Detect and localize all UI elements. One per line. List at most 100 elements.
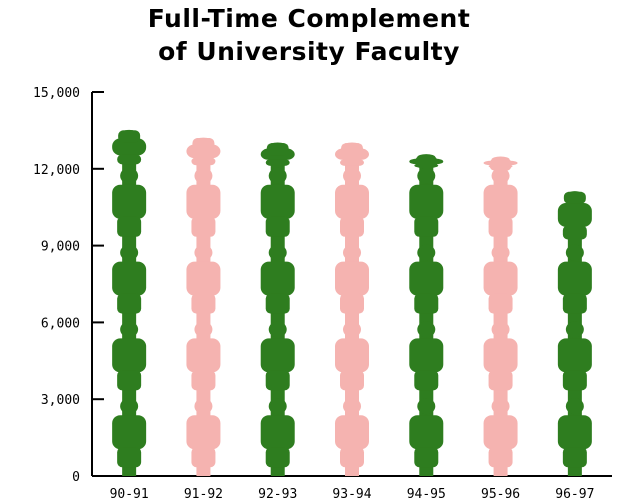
x-tick-labels: 90-91 91-92 92-93 93-94 94-95 95-96 96-97 — [110, 487, 595, 502]
figure-torso — [112, 415, 147, 450]
bar-cap — [118, 130, 141, 143]
figure-legs — [488, 370, 513, 391]
figure-torso — [335, 184, 369, 219]
y-tick-label: 9,000 — [41, 240, 80, 255]
figure-legs — [340, 159, 364, 166]
y-tick-labels: 0 3,000 6,000 9,000 12,000 15,000 — [33, 86, 80, 485]
figure-head — [565, 321, 584, 338]
figure-legs — [117, 216, 142, 237]
x-tick-label: 94-95 — [407, 487, 446, 502]
axes — [91, 91, 612, 477]
x-tick-label: 91-92 — [184, 487, 223, 502]
y-tick-label: 0 — [72, 470, 80, 485]
y-tick-label: 12,000 — [33, 163, 80, 178]
x-tick-label: 95-96 — [481, 487, 520, 502]
figure-head — [194, 321, 213, 338]
figure-legs — [562, 370, 587, 391]
figure-torso — [557, 338, 592, 373]
figure-torso — [186, 338, 221, 373]
figure-legs — [191, 157, 216, 166]
bar — [186, 137, 221, 476]
figure-legs — [562, 225, 587, 240]
figure-legs — [340, 370, 364, 391]
figure-legs — [414, 293, 439, 314]
figure-legs — [488, 293, 513, 314]
figure-legs — [117, 447, 142, 468]
figure-torso — [260, 415, 295, 450]
figure-head — [417, 167, 436, 184]
figure-legs — [340, 293, 364, 314]
figure-legs — [340, 216, 364, 237]
x-tick-label: 93-94 — [332, 487, 371, 502]
bars — [112, 129, 592, 476]
figure-torso — [557, 415, 592, 450]
figure-legs — [117, 370, 142, 391]
figure-head — [120, 167, 139, 184]
figure-head — [491, 321, 510, 338]
figure-legs — [562, 447, 587, 468]
figure-torso — [112, 261, 147, 296]
bar — [112, 129, 147, 476]
figure-head — [268, 244, 287, 261]
bar-cap — [563, 191, 586, 204]
figure-head — [120, 244, 139, 261]
figure-torso — [409, 261, 444, 296]
figure-torso — [335, 261, 369, 296]
figure-head — [491, 167, 510, 184]
figure-head — [491, 244, 510, 261]
figure-head — [343, 398, 361, 415]
bar-cap — [266, 143, 289, 156]
figure-legs — [488, 216, 513, 237]
bar-cap — [192, 138, 215, 151]
figure-torso — [186, 261, 221, 296]
figure-head — [194, 167, 213, 184]
figure-legs — [265, 293, 290, 314]
figure-legs — [265, 216, 290, 237]
figure-legs — [562, 293, 587, 314]
figure-legs — [414, 216, 439, 237]
figure-head — [120, 321, 139, 338]
bar-stem — [493, 158, 508, 476]
figure-torso — [112, 338, 147, 373]
figure-head — [565, 244, 584, 261]
y-tick-label: 6,000 — [41, 316, 80, 331]
figure-torso — [260, 261, 295, 296]
figure-legs — [191, 370, 216, 391]
figure-torso — [483, 338, 518, 373]
figure-torso — [260, 184, 295, 219]
figure-legs — [414, 370, 439, 391]
bar-cap — [489, 158, 512, 171]
figure-head — [565, 398, 584, 415]
chart-title-line-2: of University Faculty — [158, 37, 460, 66]
figure-head — [417, 321, 436, 338]
figure-torso — [483, 415, 518, 450]
figure-torso — [260, 338, 295, 373]
figure-legs — [191, 447, 216, 468]
figure-head — [491, 398, 510, 415]
bar-cap — [415, 156, 438, 168]
figure-legs — [117, 154, 142, 165]
figure-head — [343, 244, 361, 261]
y-tick-label: 15,000 — [33, 86, 80, 101]
figure-torso — [557, 203, 592, 227]
figure-torso — [557, 261, 592, 296]
figure-torso — [483, 261, 518, 296]
figure-legs — [265, 159, 290, 166]
figure-torso — [409, 338, 444, 373]
figure-torso — [335, 338, 369, 373]
figure-torso — [409, 415, 444, 450]
figure-head — [194, 398, 213, 415]
figure-torso — [483, 184, 518, 219]
figure-torso — [112, 138, 147, 156]
chart-title-line-1: Full-Time Complement — [147, 4, 471, 33]
x-tick-label: 96-97 — [555, 487, 594, 502]
figure-legs — [265, 370, 290, 391]
figure-legs — [340, 447, 364, 468]
bar — [557, 191, 592, 476]
bar — [335, 142, 369, 476]
figure-head — [268, 167, 287, 184]
figure-legs — [414, 447, 439, 468]
figure-head — [194, 244, 213, 261]
y-tick-label: 3,000 — [41, 393, 80, 408]
